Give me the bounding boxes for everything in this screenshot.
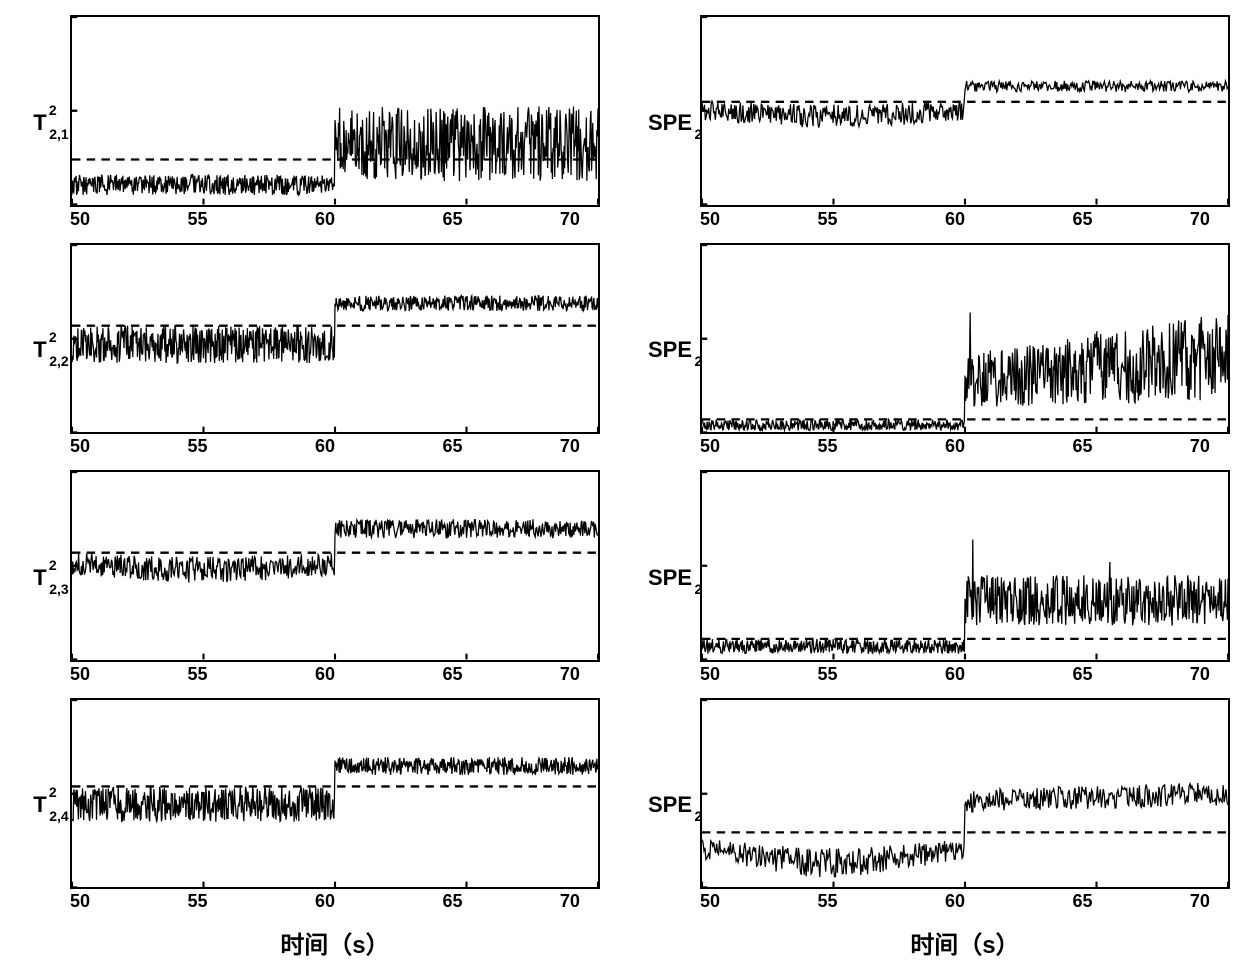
signal-line xyxy=(702,81,1228,128)
chart-panel-SPE23: SPE2,31005005055606570 xyxy=(640,470,1230,686)
ylabel: T22,1 xyxy=(10,110,70,136)
x-ticks: 5055606570 xyxy=(70,207,600,231)
ylabel: T22,2 xyxy=(10,337,70,363)
chart-panel-SPE22: SPE2,220010005055606570 xyxy=(640,243,1230,459)
x-ticks: 5055606570 xyxy=(70,662,600,686)
plot-box: 2001000 xyxy=(700,243,1230,435)
x-ticks: 5055606570 xyxy=(700,889,1230,913)
plot-box: 100500 xyxy=(700,470,1230,662)
ylabel: T22,4 xyxy=(10,792,70,818)
plot-box: 101010010-10 xyxy=(70,698,600,890)
plot-box: 10510010-5 xyxy=(700,15,1230,207)
chart-panel-SPE21: SPE2,110510010-55055606570 xyxy=(640,15,1230,231)
ylabel: T22,3 xyxy=(10,565,70,591)
ylabel: SPE2,1 xyxy=(640,110,700,136)
chart-svg xyxy=(702,700,1228,888)
chart-panel-SPE24: SPE2,41041021005055606570 xyxy=(640,698,1230,914)
chart-panel-T22: T22,210510010-55055606570 xyxy=(10,243,600,459)
signal-line xyxy=(702,312,1228,430)
chart-panel-T23: T22,310510010-55055606570 xyxy=(10,470,600,686)
plot-box: 10510010-5 xyxy=(70,470,600,662)
x-ticks: 5055606570 xyxy=(70,889,600,913)
chart-panel-T24: T22,4101010010-105055606570 xyxy=(10,698,600,914)
chart-svg xyxy=(702,472,1228,660)
x-ticks: 5055606570 xyxy=(700,207,1230,231)
signal-line xyxy=(72,107,598,195)
x-ticks: 5055606570 xyxy=(70,434,600,458)
xlabel: 时间（s） xyxy=(10,925,600,965)
chart-svg xyxy=(72,245,598,433)
chart-panel-T21: T22,1201005055606570 xyxy=(10,15,600,231)
signal-line xyxy=(72,295,598,362)
ylabel: SPE2,3 xyxy=(640,565,700,591)
ylabel: SPE2,4 xyxy=(640,792,700,818)
x-ticks: 5055606570 xyxy=(700,662,1230,686)
signal-line xyxy=(72,519,598,582)
chart-svg xyxy=(72,472,598,660)
chart-svg xyxy=(72,700,598,888)
plot-box: 104102100 xyxy=(700,698,1230,890)
signal-line xyxy=(72,757,598,822)
xlabel: 时间（s） xyxy=(640,925,1230,965)
plot-box: 20100 xyxy=(70,15,600,207)
chart-svg xyxy=(72,17,598,205)
chart-svg xyxy=(702,245,1228,433)
plot-box: 10510010-5 xyxy=(70,243,600,435)
signal-line xyxy=(702,540,1228,654)
signal-line xyxy=(702,783,1228,877)
x-ticks: 5055606570 xyxy=(700,434,1230,458)
chart-svg xyxy=(702,17,1228,205)
ylabel: SPE2,2 xyxy=(640,337,700,363)
